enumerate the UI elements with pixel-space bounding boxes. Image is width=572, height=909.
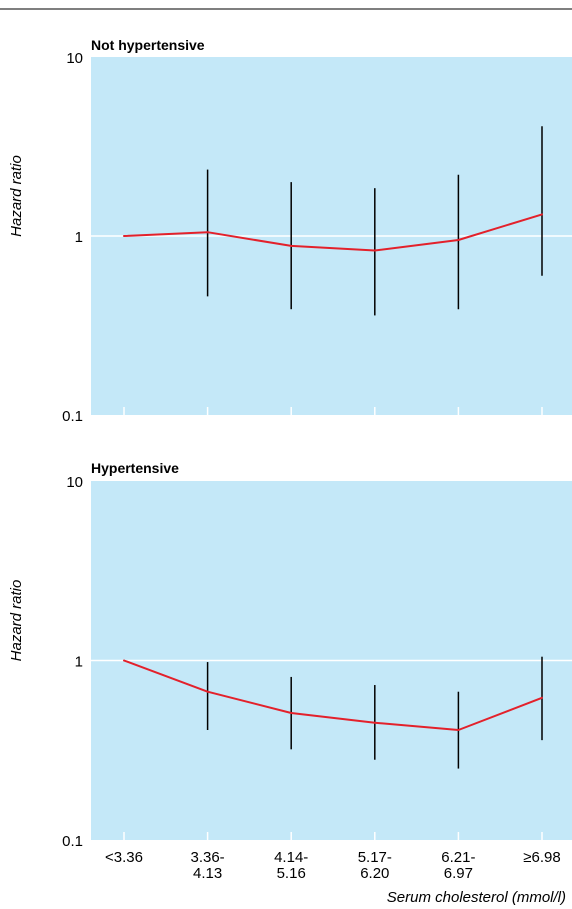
data-point bbox=[206, 690, 209, 693]
data-point bbox=[290, 244, 293, 247]
y-axis-label: Hazard ratio bbox=[8, 580, 25, 662]
data-point bbox=[290, 711, 293, 714]
y-tick-label: 10 bbox=[66, 474, 83, 491]
y-tick-label: 0.1 bbox=[62, 408, 83, 425]
x-axis-label: Serum cholesterol (mmol/l) bbox=[387, 889, 566, 906]
data-point bbox=[123, 235, 125, 237]
data-point bbox=[457, 729, 460, 732]
x-tick-label: 5.17- bbox=[358, 849, 392, 866]
x-tick-label: ≥6.98 bbox=[523, 849, 560, 866]
x-tick-label: <3.36 bbox=[105, 849, 143, 866]
data-point bbox=[373, 721, 376, 724]
data-point bbox=[123, 659, 125, 662]
panel-title: Hypertensive bbox=[91, 460, 179, 476]
series-line bbox=[123, 659, 543, 731]
y-axis-label: Hazard ratio bbox=[8, 155, 25, 237]
x-tick-label: 5.16 bbox=[277, 865, 306, 882]
data-point bbox=[457, 238, 460, 241]
y-tick-label: 10 bbox=[66, 50, 83, 67]
y-tick-label: 0.1 bbox=[62, 833, 83, 850]
y-tick-label: 1 bbox=[75, 229, 83, 246]
x-tick-label: 6.97 bbox=[444, 865, 473, 882]
y-tick-label: 1 bbox=[75, 654, 83, 671]
data-point bbox=[541, 213, 543, 216]
x-tick-label: 6.20 bbox=[360, 865, 389, 882]
x-tick-label: 4.14- bbox=[274, 849, 308, 866]
data-point bbox=[206, 231, 209, 234]
x-tick-label: 3.36- bbox=[190, 849, 224, 866]
data-point bbox=[373, 249, 376, 252]
panel-title: Not hypertensive bbox=[91, 37, 205, 53]
x-tick-label: 6.21- bbox=[441, 849, 475, 866]
x-tick-label: 4.13 bbox=[193, 865, 222, 882]
data-point bbox=[541, 696, 543, 699]
series-line bbox=[123, 213, 543, 252]
